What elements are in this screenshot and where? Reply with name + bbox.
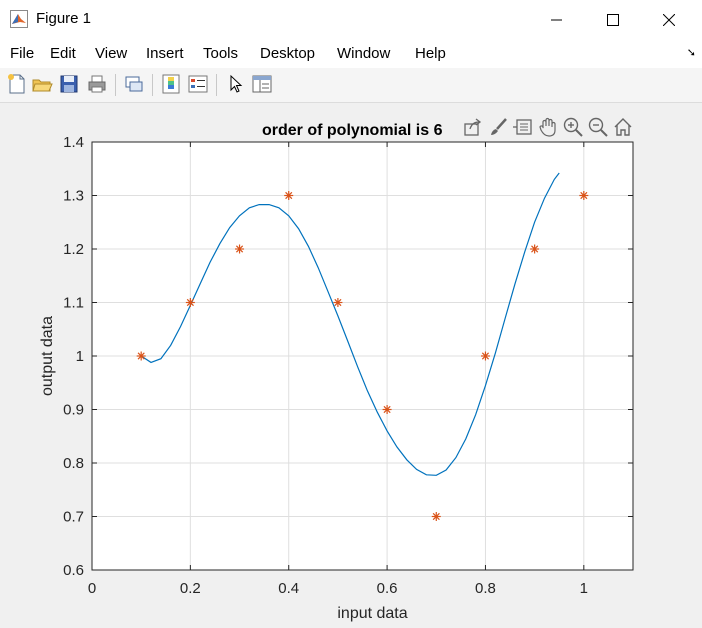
menu-desktop[interactable]: Desktop: [260, 45, 316, 62]
x-axis-label: input data: [337, 605, 407, 622]
insert-legend-icon[interactable]: [187, 73, 209, 95]
y-tick-label: 1.1: [63, 295, 84, 312]
menu-tools[interactable]: Tools: [203, 45, 239, 62]
export-icon[interactable]: [462, 116, 484, 138]
marker-stroke: [137, 352, 145, 360]
data-point-marker: [382, 405, 392, 414]
toolbar-separator: [115, 74, 116, 96]
y-tick-label: 1.3: [63, 188, 84, 205]
marker-stroke: [285, 191, 293, 200]
zoom-out-icon[interactable]: [587, 116, 609, 138]
pan-icon[interactable]: [537, 116, 559, 138]
minimize-icon: [551, 19, 562, 21]
property-inspector-icon[interactable]: [251, 73, 273, 95]
close-button[interactable]: [642, 0, 696, 40]
marker-stroke: [383, 405, 391, 414]
close-icon: [663, 14, 675, 26]
y-tick-label: 0.9: [63, 402, 84, 419]
save-icon[interactable]: [58, 73, 80, 95]
print-icon[interactable]: [86, 73, 108, 95]
y-tick-label: 1.2: [63, 241, 84, 258]
data-point-marker: [333, 298, 343, 307]
y-tick-label: 1.4: [63, 134, 84, 151]
data-point-marker: [579, 191, 589, 200]
figure-toolbar: [0, 68, 702, 103]
data-point-marker: [235, 244, 245, 254]
marker-stroke: [531, 245, 539, 253]
home-icon[interactable]: [612, 116, 634, 138]
brush-icon[interactable]: [487, 116, 509, 138]
marker-stroke: [481, 352, 490, 360]
y-tick-label: 0.6: [63, 562, 84, 579]
insert-colorbar-icon[interactable]: [160, 73, 182, 95]
menu-window[interactable]: Window: [337, 45, 391, 62]
data-point-marker: [136, 351, 146, 361]
maximize-button[interactable]: [586, 0, 640, 40]
toolbar-separator: [216, 74, 217, 96]
marker-stroke: [334, 298, 342, 307]
zoom-in-icon[interactable]: [562, 116, 584, 138]
marker-stroke: [186, 298, 194, 307]
y-tick-label: 1: [76, 348, 84, 365]
window-titlebar: Figure 1: [0, 0, 702, 40]
y-axis-label: output data: [39, 316, 56, 396]
link-plot-icon[interactable]: [123, 73, 145, 95]
menu-view[interactable]: View: [95, 45, 128, 62]
open-file-icon[interactable]: [31, 73, 53, 95]
marker-stroke: [580, 191, 588, 200]
data-point-marker: [284, 191, 294, 200]
x-tick-label: 1: [580, 580, 588, 597]
marker-stroke: [432, 512, 440, 521]
y-tick-label: 0.8: [63, 455, 84, 472]
maximize-icon: [607, 14, 619, 26]
window-title: Figure 1: [36, 10, 92, 27]
x-tick-label: 0: [88, 580, 96, 597]
data-tips-icon[interactable]: [512, 116, 534, 138]
toolbar-separator: [152, 74, 153, 96]
fit-curve-line: [140, 172, 560, 476]
x-tick-label: 0.8: [475, 580, 496, 597]
chart-title: order of polynomial is 6: [262, 122, 443, 139]
x-tick-label: 0.4: [278, 580, 299, 597]
menu-bar: File Edit View Insert Tools Desktop Wind…: [0, 40, 702, 68]
marker-stroke: [235, 245, 244, 253]
menu-help[interactable]: Help: [415, 45, 446, 62]
x-tick-label: 0.6: [377, 580, 398, 597]
menu-edit[interactable]: Edit: [50, 45, 76, 62]
matlab-logo-icon: [10, 10, 28, 28]
menu-dock-arrow-icon[interactable]: ➘: [686, 47, 696, 59]
data-point-marker: [431, 512, 441, 521]
menu-file[interactable]: File: [10, 45, 35, 62]
minimize-button[interactable]: [530, 0, 584, 40]
data-point-marker: [480, 351, 490, 361]
y-tick-label: 0.7: [63, 509, 84, 526]
data-point-marker: [185, 298, 195, 307]
menu-insert[interactable]: Insert: [146, 45, 184, 62]
x-tick-label: 0.2: [180, 580, 201, 597]
edit-plot-icon[interactable]: [224, 73, 246, 95]
new-figure-icon[interactable]: [6, 73, 28, 95]
data-point-marker: [530, 244, 540, 254]
